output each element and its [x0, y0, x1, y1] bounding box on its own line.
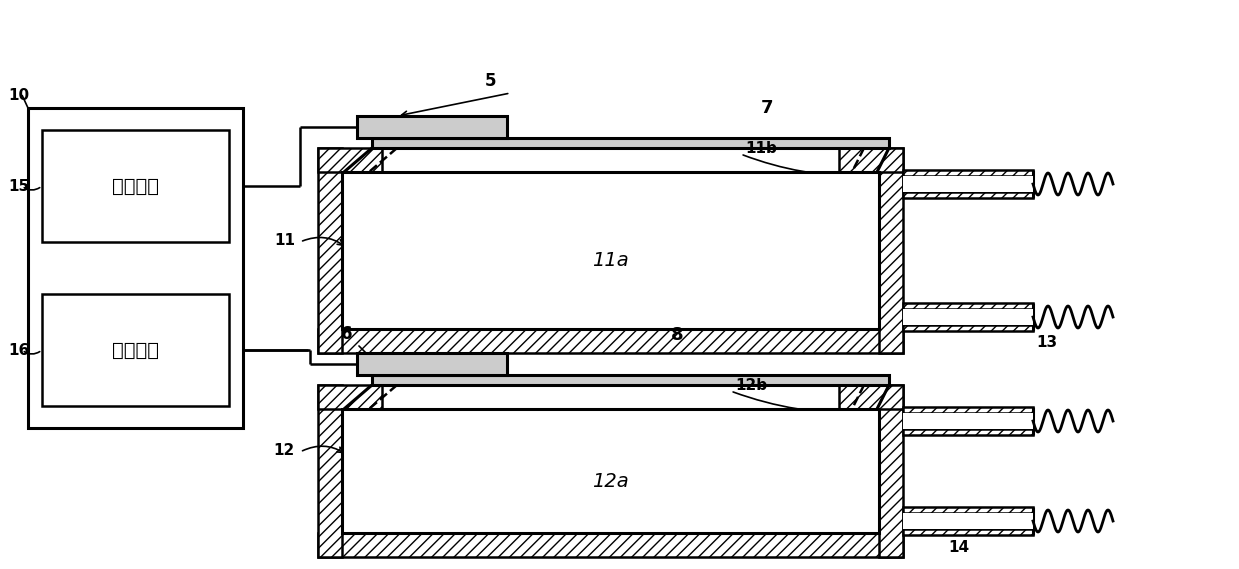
Text: 12a: 12a — [592, 472, 629, 490]
Bar — [357, 116, 507, 138]
Text: 11: 11 — [274, 233, 295, 248]
Text: 5: 5 — [484, 72, 497, 90]
Text: 11a: 11a — [592, 251, 629, 270]
Bar — [318, 148, 342, 353]
Bar — [903, 507, 1033, 535]
Bar — [318, 329, 903, 353]
Text: 7: 7 — [761, 99, 773, 117]
Bar — [28, 108, 243, 428]
Text: 8: 8 — [670, 326, 683, 344]
Bar — [839, 385, 903, 409]
Bar — [342, 172, 878, 329]
Bar — [878, 385, 903, 557]
Bar — [372, 138, 890, 148]
Bar — [42, 130, 229, 242]
Text: 14: 14 — [948, 540, 969, 555]
Bar — [839, 148, 903, 172]
Text: 12: 12 — [274, 443, 295, 457]
Bar — [903, 413, 1033, 429]
Bar — [342, 409, 878, 533]
Bar — [372, 375, 890, 385]
Text: 11b: 11b — [746, 141, 777, 156]
Text: 16: 16 — [7, 343, 30, 357]
Text: 10: 10 — [7, 88, 30, 102]
Bar — [318, 148, 382, 172]
Bar — [903, 176, 1033, 192]
Bar — [357, 353, 507, 375]
Text: 控制电路: 控制电路 — [112, 340, 159, 360]
Text: 电源电路: 电源电路 — [112, 176, 159, 196]
Bar — [903, 303, 1033, 331]
Text: 15: 15 — [7, 179, 30, 193]
Bar — [42, 294, 229, 406]
Text: 13: 13 — [1036, 335, 1057, 350]
Bar — [903, 513, 1033, 529]
Bar — [318, 385, 382, 409]
Text: 12b: 12b — [736, 378, 768, 393]
Bar — [318, 533, 903, 557]
Bar — [903, 407, 1033, 435]
Bar — [318, 385, 342, 557]
Bar — [878, 148, 903, 353]
Bar — [903, 309, 1033, 325]
Text: 6: 6 — [341, 325, 352, 343]
Bar — [903, 170, 1033, 198]
